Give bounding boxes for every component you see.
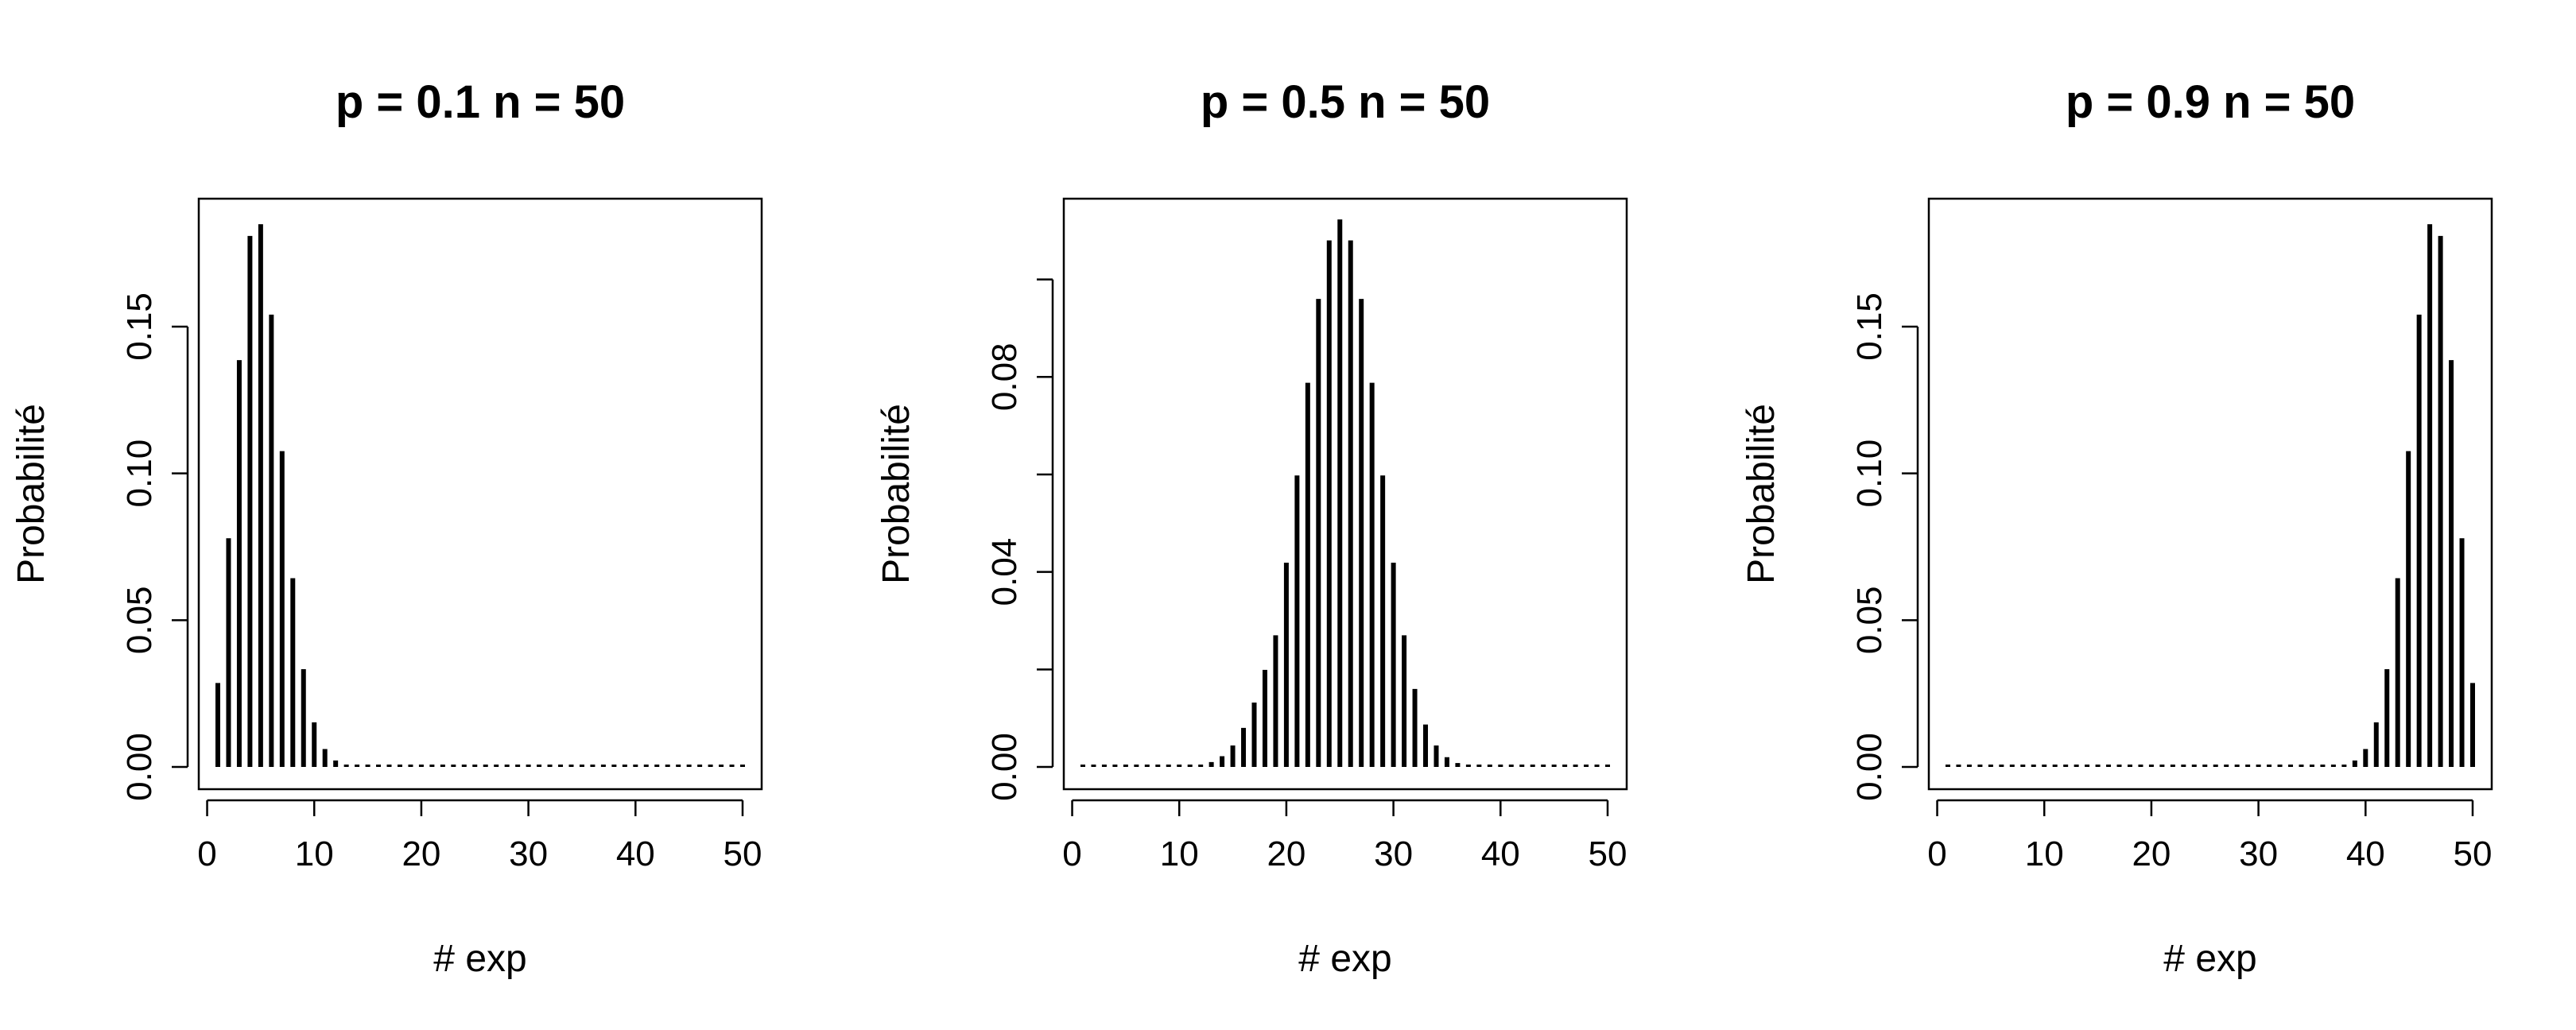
panel-title: p = 0.9 n = 50 [2066,76,2355,128]
x-tick-label: 10 [2025,834,2064,873]
plot-frame [1062,197,1628,791]
y-tick-label: 0.05 [1850,587,1889,655]
plot-frame [1927,197,2493,791]
panel-title: p = 0.5 n = 50 [1201,76,1490,128]
panel-1: p = 0.1 n = 50 # exp Probabilité 0 10 20 30… [10,76,763,980]
y-tick-label: 0.00 [985,733,1024,801]
panel-2: p = 0.5 n = 50 # exp Probabilité 0 10 20 30… [875,76,1628,980]
x-tick-label: 10 [295,834,334,873]
y-axis-label: Probabilité [1740,404,1783,584]
x-axis-label: # exp [2163,938,2256,980]
y-tick-label: 0.10 [1850,439,1889,508]
x-axis-label: # exp [433,938,526,980]
x-tick-label: 50 [1589,834,1627,873]
x-tick-label: 20 [402,834,440,873]
x-tick-label: 20 [2132,834,2171,873]
x-tick-label: 40 [1481,834,1520,873]
plot-frame [197,197,763,791]
y-tick-label: 0.04 [985,538,1024,606]
x-tick-label: 50 [2454,834,2493,873]
y-tick-label: 0.00 [120,733,159,801]
x-tick-label: 40 [2346,834,2385,873]
x-tick-label: 0 [1062,834,1081,873]
y-tick-label: 0.00 [1850,733,1889,801]
x-tick-label: 0 [1927,834,1946,873]
y-axis-label: Probabilité [10,404,52,584]
x-tick-label: 0 [197,834,216,873]
panel-3: p = 0.9 n = 50 # exp Probabilité 0 10 20 30… [1740,76,2493,980]
y-tick-label: 0.15 [1850,292,1889,361]
x-tick-label: 20 [1267,834,1305,873]
x-tick-label: 30 [1374,834,1413,873]
x-tick-label: 40 [616,834,655,873]
x-tick-label: 30 [2239,834,2278,873]
x-tick-label: 30 [509,834,548,873]
x-axis-label: # exp [1298,938,1391,980]
x-tick-label: 50 [724,834,762,873]
x-tick-label: 10 [1160,834,1199,873]
y-axis-label: Probabilité [875,404,918,584]
y-tick-label: 0.15 [120,292,159,361]
y-tick-label: 0.05 [120,587,159,655]
y-tick-label: 0.08 [985,343,1024,411]
panel-title: p = 0.1 n = 50 [336,76,625,128]
y-tick-label: 0.10 [120,439,159,508]
